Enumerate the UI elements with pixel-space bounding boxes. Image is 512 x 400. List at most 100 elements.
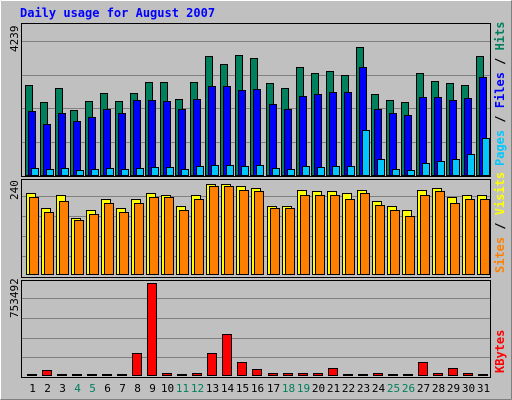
pages-bar [181,169,189,176]
sites-bar [89,214,99,275]
sites-bar [254,191,264,275]
sites-bar [209,186,219,275]
kbytes-bar [328,368,338,376]
sites-bar [149,197,159,275]
visits-legend: Sites / Visits [493,172,507,273]
legend-pages: Pages [493,130,507,166]
x-tick-label: 19 [297,382,310,395]
sites-bar [405,216,415,275]
pages-bar [302,166,310,176]
kbytes-bar [222,334,232,376]
kbytes-bar [252,369,262,376]
files-bar [28,111,36,176]
files-bar [329,92,337,176]
x-tick-label: 20 [312,382,325,395]
x-tick-label: 13 [206,382,219,395]
files-bar [269,104,277,176]
legend-sep-1: / [493,108,507,130]
sites-bar [315,195,325,275]
x-tick-label: 2 [44,382,51,395]
files-bar [43,124,51,176]
files-bar [344,92,352,176]
sites-bar [375,205,385,275]
kbytes-bar [177,374,187,376]
kbytes-bar [388,374,398,376]
chart-title: Daily usage for August 2007 [20,6,215,20]
kbytes-bar [72,374,82,376]
x-tick-label: 23 [357,382,370,395]
kbytes-bar [433,373,443,376]
x-tick-label: 16 [251,382,264,395]
files-bar [58,113,66,176]
kbytes-bar [147,283,157,376]
sites-bar [134,203,144,275]
pages-bar [272,168,280,176]
files-bar [253,89,261,176]
files-bar [389,113,397,176]
files-bar [314,94,322,176]
x-axis-labels: 1 2 3 4 5 6 7 8 9 10 11 12 13 14 15 16 17 18 19 20 21 22 23 24 2… [29,382,490,395]
files-bar [148,100,156,176]
files-bar [103,109,111,176]
pages-bar [226,165,234,176]
kbytes-bar [237,362,247,376]
pages-bar [407,170,415,176]
visits-ymax-label: 240 [8,180,21,200]
sites-bar [224,186,234,275]
kbytes-bar [132,353,142,376]
kbytes-ymax-label: 753492 [8,278,21,318]
sites-bar [74,220,84,275]
kbytes-bar [27,374,37,376]
files-bar [299,96,307,176]
x-tick-label: 3 [59,382,66,395]
kbytes-bar [192,373,202,376]
kbytes-bar [448,368,458,376]
files-bar [284,109,292,176]
pages-bar [121,169,129,176]
files-bar [163,101,171,176]
kbytes-bar [117,374,127,376]
sites-bar [29,197,39,275]
kbytes-bar [283,373,293,376]
files-bar [133,100,141,176]
files-bar [73,121,81,176]
x-tick-label: 7 [119,382,126,395]
kbytes-bar [418,362,428,376]
pages-bar [452,159,460,176]
sites-bar [270,208,280,275]
sites-bar [194,199,204,275]
kbytes-bar [373,373,383,376]
x-tick-label: 17 [267,382,280,395]
kbytes-panel-frame [21,280,491,378]
sites-bar [179,210,189,275]
pages-bar [317,167,325,176]
files-bar [404,115,412,176]
kbytes-bar [403,374,413,376]
sites-bar [345,199,355,275]
kbytes-bar [313,373,323,376]
x-tick-label: 18 [282,382,295,395]
pages-bar [136,168,144,176]
pages-bar [196,166,204,176]
sites-bar [435,191,445,275]
sites-bar [164,197,174,275]
sites-bar [44,212,54,275]
legend-sep-2: / [493,50,507,72]
hits-ymax-label: 4239 [8,26,21,53]
x-tick-label: 27 [417,382,430,395]
sites-bar [330,195,340,275]
pages-bar [362,130,370,176]
x-tick-label: 8 [134,382,141,395]
files-bar [193,99,201,176]
kbytes-bar [358,374,368,376]
pages-bar [31,168,39,176]
pages-bar [437,161,445,176]
x-tick-label: 11 [176,382,189,395]
kbytes-bar [162,373,172,376]
kbytes-bar [298,373,308,376]
kbytes-bar [268,373,278,376]
files-bar [238,90,246,176]
x-tick-label: 12 [191,382,204,395]
sites-bar [420,195,430,275]
